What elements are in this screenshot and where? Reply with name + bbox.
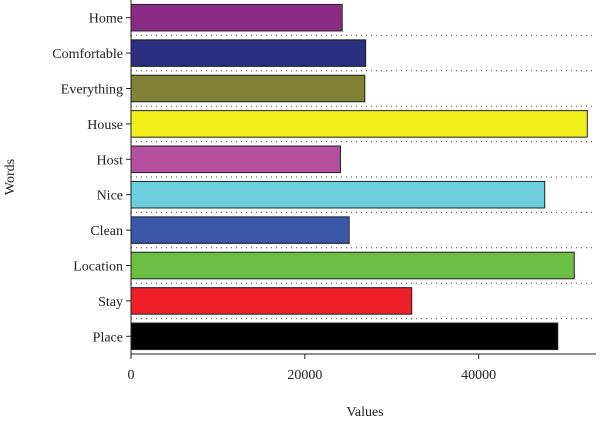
- x-ticks: 0 20000 40000: [128, 354, 496, 383]
- category-label-house: House: [87, 118, 123, 133]
- bar-place: [130, 322, 559, 351]
- bar-comfortable: [130, 39, 367, 67]
- y-axis-title: Words: [3, 159, 18, 195]
- category-label-comfortable: Comfortable: [52, 47, 123, 62]
- category-label-stay: Stay: [98, 295, 123, 310]
- bar-nice: [130, 180, 546, 209]
- bar-location: [130, 251, 575, 280]
- bar-everything: [130, 74, 366, 103]
- category-label-clean: Clean: [90, 224, 123, 239]
- bar-home: [130, 3, 343, 32]
- bar-stay: [130, 287, 413, 315]
- category-label-nice: Nice: [97, 189, 123, 204]
- x-tick-label: 20000: [287, 368, 322, 383]
- category-label-host: Host: [97, 153, 124, 168]
- axes: [130, 0, 596, 355]
- category-label-place: Place: [93, 330, 123, 345]
- category-label-home: Home: [89, 12, 123, 27]
- x-axis-title: Values: [346, 405, 383, 420]
- category-labels: Home Comfortable Everything House Host Nice Cl…: [52, 12, 131, 345]
- category-label-location: Location: [73, 260, 123, 275]
- bar-host: [130, 145, 341, 174]
- x-tick-label: 40000: [461, 368, 496, 383]
- category-label-everything: Everything: [61, 83, 123, 98]
- bar-house: [130, 110, 588, 138]
- bar-clean: [130, 216, 350, 244]
- bars: [130, 3, 588, 351]
- x-tick-label: 0: [128, 368, 135, 383]
